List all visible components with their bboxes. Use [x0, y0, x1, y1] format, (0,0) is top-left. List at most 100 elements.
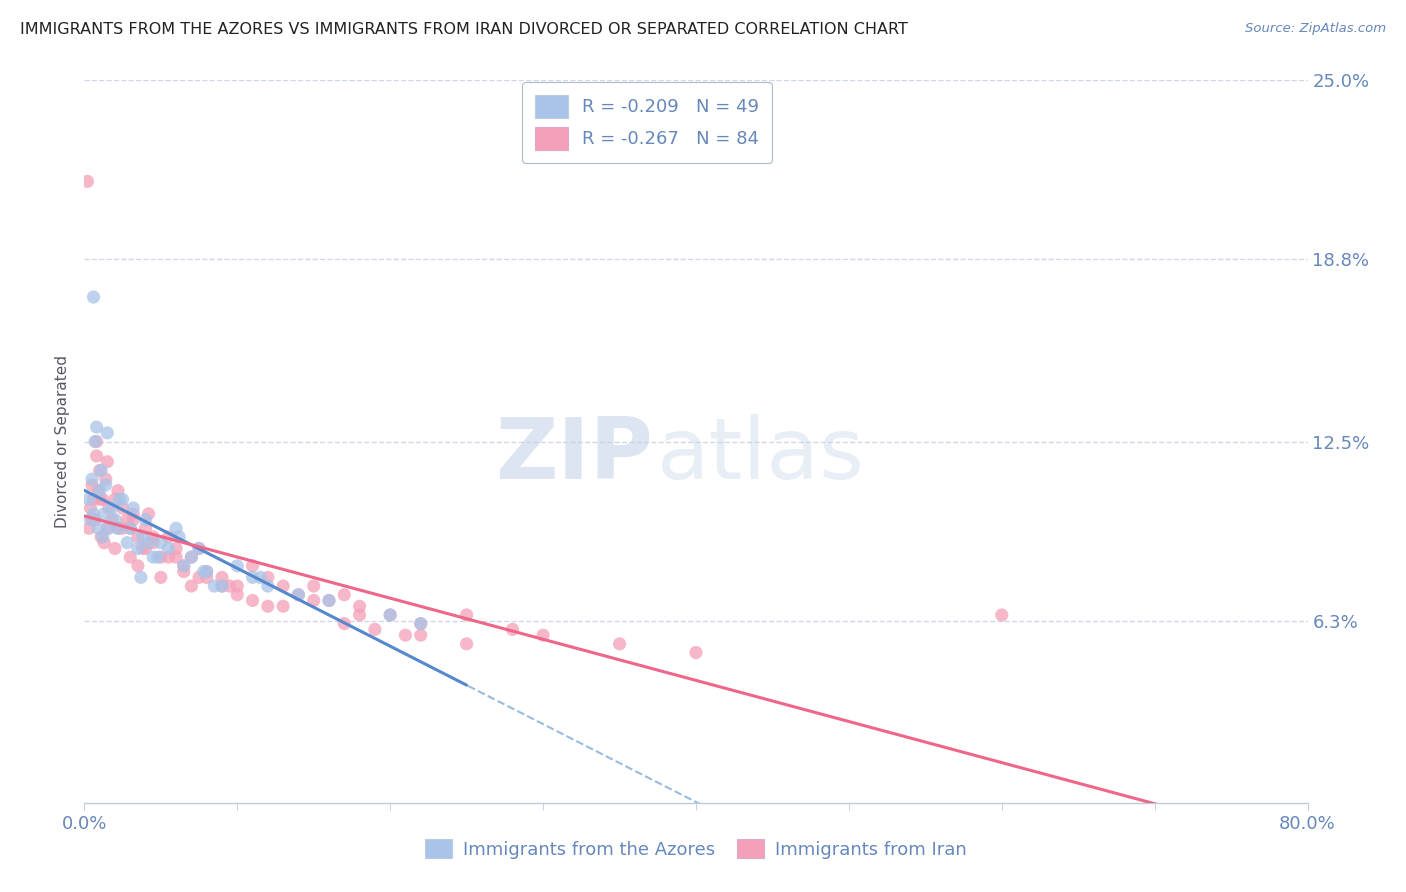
Point [96, 455, 118, 469]
Point [211, 579, 233, 593]
Point [93, 535, 115, 549]
Point [120, 521, 142, 535]
Point [157, 550, 180, 565]
Point [242, 570, 264, 584]
Point [409, 628, 432, 642]
Point [165, 521, 187, 535]
Point [77, 492, 100, 507]
Point [991, 607, 1014, 622]
Point [86, 449, 108, 463]
Point [104, 492, 127, 507]
Point [180, 579, 202, 593]
Point [249, 570, 271, 584]
Point [167, 530, 190, 544]
Point [257, 579, 280, 593]
Point [120, 550, 142, 565]
Point [188, 541, 211, 556]
Point [409, 616, 432, 631]
Text: ZIP: ZIP [495, 415, 654, 498]
Point [202, 579, 225, 593]
Point [380, 607, 402, 622]
Point [104, 512, 127, 526]
Point [80, 512, 103, 526]
Point [89, 483, 111, 498]
Point [287, 588, 309, 602]
Point [193, 565, 215, 579]
Point [101, 512, 124, 526]
Text: Source: ZipAtlas.com: Source: ZipAtlas.com [1246, 22, 1386, 36]
Point [195, 565, 218, 579]
Point [80, 472, 103, 486]
Text: IMMIGRANTS FROM THE AZORES VS IMMIGRANTS FROM IRAN DIVORCED OR SEPARATED CORRELA: IMMIGRANTS FROM THE AZORES VS IMMIGRANTS… [20, 22, 907, 37]
Point [242, 593, 264, 607]
Point [122, 512, 145, 526]
Point [97, 521, 120, 535]
Point [122, 501, 145, 516]
Point [349, 599, 371, 614]
Point [93, 507, 115, 521]
Point [142, 530, 165, 544]
Point [302, 579, 325, 593]
Point [173, 565, 195, 579]
Point [79, 501, 101, 516]
Point [502, 623, 524, 637]
Point [138, 535, 160, 549]
Point [96, 521, 118, 535]
Point [318, 593, 340, 607]
Point [157, 541, 180, 556]
Point [456, 637, 478, 651]
Point [135, 521, 157, 535]
Point [87, 483, 110, 498]
Point [76, 174, 98, 188]
Point [195, 570, 218, 584]
Point [180, 550, 202, 565]
Legend: Immigrants from the Azores, Immigrants from Iran: Immigrants from the Azores, Immigrants f… [418, 832, 974, 866]
Point [94, 472, 117, 486]
Point [149, 535, 172, 549]
Point [333, 588, 356, 602]
Point [271, 579, 294, 593]
Point [111, 521, 134, 535]
Point [84, 434, 107, 449]
Point [609, 637, 631, 651]
Point [127, 530, 149, 544]
Point [364, 623, 387, 637]
Point [138, 507, 160, 521]
Point [131, 541, 153, 556]
Point [90, 463, 112, 477]
Y-axis label: Divorced or Separated: Divorced or Separated [55, 355, 70, 528]
Point [107, 521, 129, 535]
Point [165, 541, 187, 556]
Point [84, 512, 107, 526]
Point [188, 541, 211, 556]
Point [120, 521, 142, 535]
Point [80, 478, 103, 492]
Point [226, 588, 249, 602]
Point [349, 607, 371, 622]
Point [173, 558, 195, 573]
Point [165, 550, 187, 565]
Point [91, 530, 114, 544]
Point [131, 530, 153, 544]
Point [173, 558, 195, 573]
Point [226, 558, 249, 573]
Point [127, 558, 149, 573]
Point [218, 579, 240, 593]
Point [195, 565, 218, 579]
Point [135, 512, 157, 526]
Point [83, 290, 105, 304]
Point [211, 579, 233, 593]
Point [226, 579, 249, 593]
Point [111, 501, 134, 516]
Point [531, 628, 554, 642]
Point [318, 593, 340, 607]
Point [157, 530, 180, 544]
Point [87, 521, 110, 535]
Point [302, 593, 325, 607]
Point [211, 570, 233, 584]
Point [180, 550, 202, 565]
Point [394, 628, 416, 642]
Point [86, 420, 108, 434]
Point [287, 588, 309, 602]
Point [115, 512, 138, 526]
